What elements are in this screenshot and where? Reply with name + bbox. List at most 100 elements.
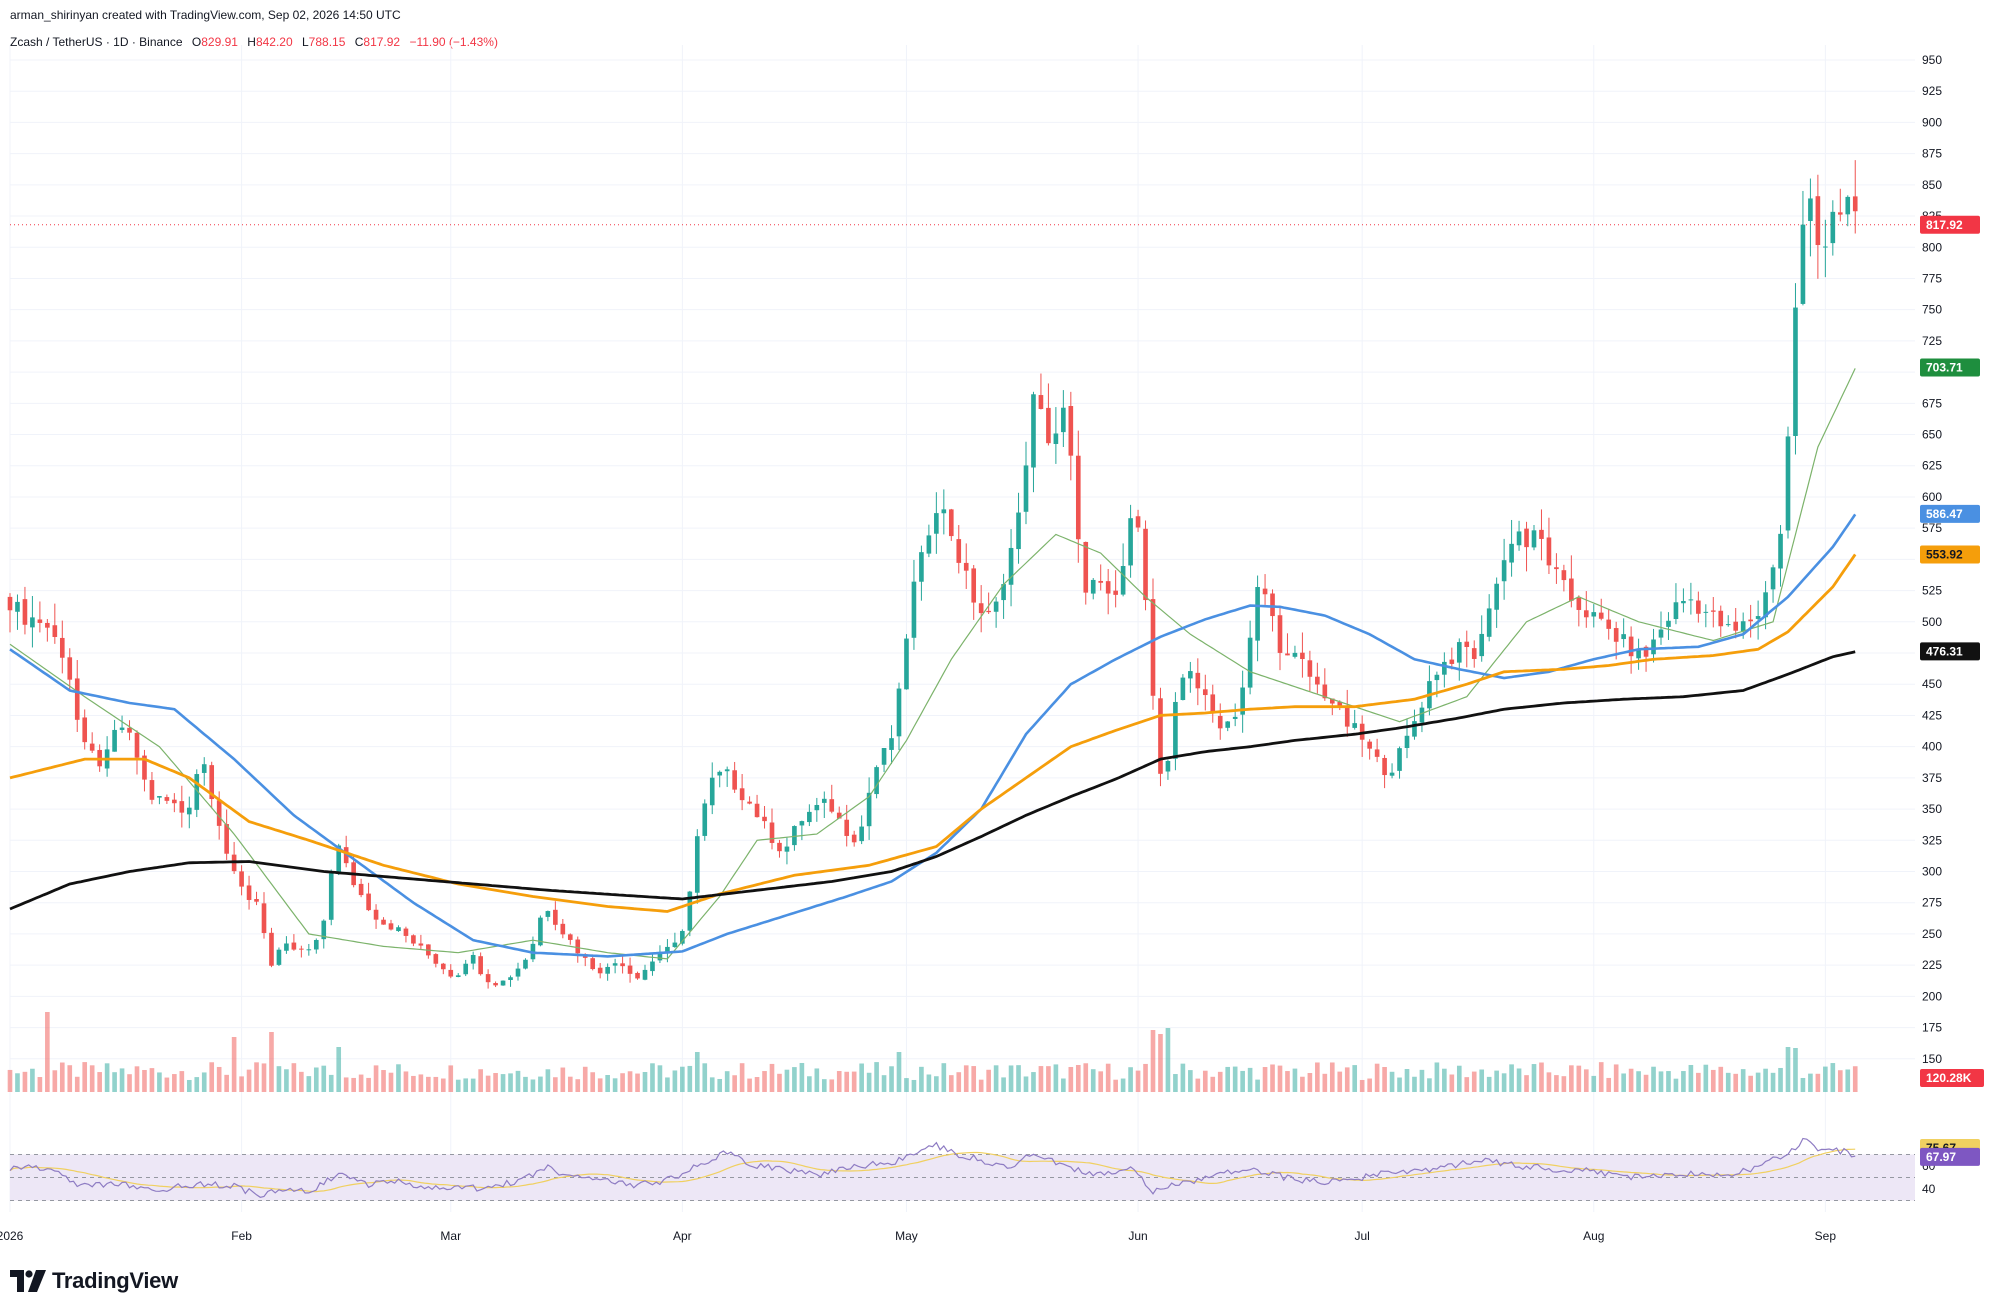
volume-bar [127, 1074, 132, 1092]
volume-badge-text: 120.28K [1926, 1071, 1972, 1085]
volume-bar [792, 1067, 797, 1092]
volume-bar [1202, 1070, 1208, 1092]
volume-bar [1419, 1069, 1425, 1092]
candle-body [1598, 612, 1604, 619]
candle-body [112, 729, 117, 752]
volume-bar [470, 1078, 476, 1092]
volume-bar [732, 1075, 737, 1092]
volume-bar [1516, 1068, 1522, 1092]
volume-bar [1449, 1074, 1455, 1092]
candle-body [1561, 570, 1567, 581]
time-tick-label: Jun [1128, 1229, 1147, 1243]
candle-body [1232, 716, 1238, 719]
volume-bar [1486, 1076, 1492, 1092]
candle-body [82, 717, 88, 743]
candle-body [1823, 246, 1828, 248]
price-tick-label: 775 [1922, 271, 1942, 285]
volume-bar [1217, 1071, 1223, 1092]
volume-bar [1830, 1063, 1836, 1092]
volume-bar [440, 1078, 446, 1092]
candle-body [366, 893, 371, 911]
candle-body [261, 903, 267, 934]
volume-bar [1031, 1072, 1036, 1092]
candle-body [1247, 637, 1253, 688]
volume-bar [1583, 1069, 1589, 1092]
candle-body [866, 792, 872, 827]
candle-body [1837, 212, 1843, 215]
candle-body [1800, 224, 1806, 304]
volume-bar [231, 1037, 237, 1092]
high-label: H [247, 35, 256, 49]
volume-bar [1755, 1072, 1761, 1092]
candle-body [1374, 749, 1380, 757]
volume-bar [15, 1073, 20, 1092]
volume-bar [1382, 1067, 1387, 1092]
candle-body [657, 953, 663, 961]
volume-bar [1718, 1066, 1724, 1092]
candle-body [448, 969, 454, 977]
volume-bar [1135, 1070, 1141, 1092]
volume-bar [1389, 1071, 1395, 1092]
volume-bar [276, 1066, 282, 1092]
volume-bar [1322, 1073, 1328, 1092]
volume-bar [993, 1065, 999, 1092]
candle-body [1352, 723, 1358, 728]
price-tick-label: 600 [1922, 490, 1942, 504]
volume-bar [1613, 1064, 1619, 1092]
candle-body [1382, 757, 1387, 776]
volume-bar [567, 1076, 573, 1092]
candle-body [1785, 436, 1791, 531]
volume-bar [1427, 1078, 1432, 1092]
candle-body [687, 891, 693, 931]
candle-body [545, 911, 551, 917]
volume-bar [1344, 1067, 1350, 1092]
candle-body [1277, 615, 1283, 653]
symbol-title[interactable]: Zcash / TetherUS · 1D · Binance [10, 35, 183, 49]
volume-bar [762, 1071, 767, 1092]
volume-bar [500, 1074, 506, 1092]
tradingview-wordmark: TradingView [52, 1268, 178, 1293]
volume-bar [799, 1062, 805, 1092]
candle-body [1165, 760, 1171, 772]
candle-body [1621, 634, 1626, 640]
candle-body [799, 821, 805, 826]
volume-bar [560, 1067, 566, 1092]
volume-bar [1509, 1064, 1514, 1092]
volume-bar [1210, 1076, 1216, 1092]
candle-body [1046, 407, 1051, 444]
ma-badge-ma50 [1920, 504, 1980, 523]
candle-body [814, 804, 820, 811]
volume-bar [45, 1012, 50, 1092]
candle-body [575, 939, 581, 954]
price-tick-label: 675 [1922, 396, 1942, 410]
candle-body [1770, 567, 1776, 590]
tradingview-logo[interactable]: TradingView [10, 1268, 178, 1294]
volume-bar [1673, 1078, 1679, 1092]
volume-bar [1113, 1079, 1118, 1092]
volume-bar [1561, 1076, 1567, 1092]
creator-line: arman_shirinyan created with TradingView… [10, 8, 401, 22]
candle-body [642, 969, 648, 980]
price-tick-label: 525 [1922, 584, 1942, 598]
volume-bar [22, 1071, 28, 1092]
candle-body [1658, 629, 1664, 638]
volume-bar [1038, 1066, 1044, 1092]
candle-body [299, 948, 304, 950]
candle-body [1158, 698, 1163, 774]
volume-bar [418, 1074, 424, 1092]
volume-bar [478, 1069, 483, 1092]
price-tick-label: 625 [1922, 459, 1942, 473]
volume-bar [508, 1073, 513, 1092]
volume-bar [52, 1070, 58, 1092]
volume-bar [784, 1069, 790, 1092]
candle-body [246, 885, 252, 900]
candle-body [948, 509, 954, 537]
candle-body [321, 920, 327, 940]
volume-bar [1315, 1062, 1320, 1092]
candle-body [1120, 566, 1126, 595]
candle-body [807, 811, 812, 823]
candle-body [1329, 698, 1335, 704]
grid [9, 45, 1915, 1212]
last-price-badge [1920, 215, 1980, 234]
